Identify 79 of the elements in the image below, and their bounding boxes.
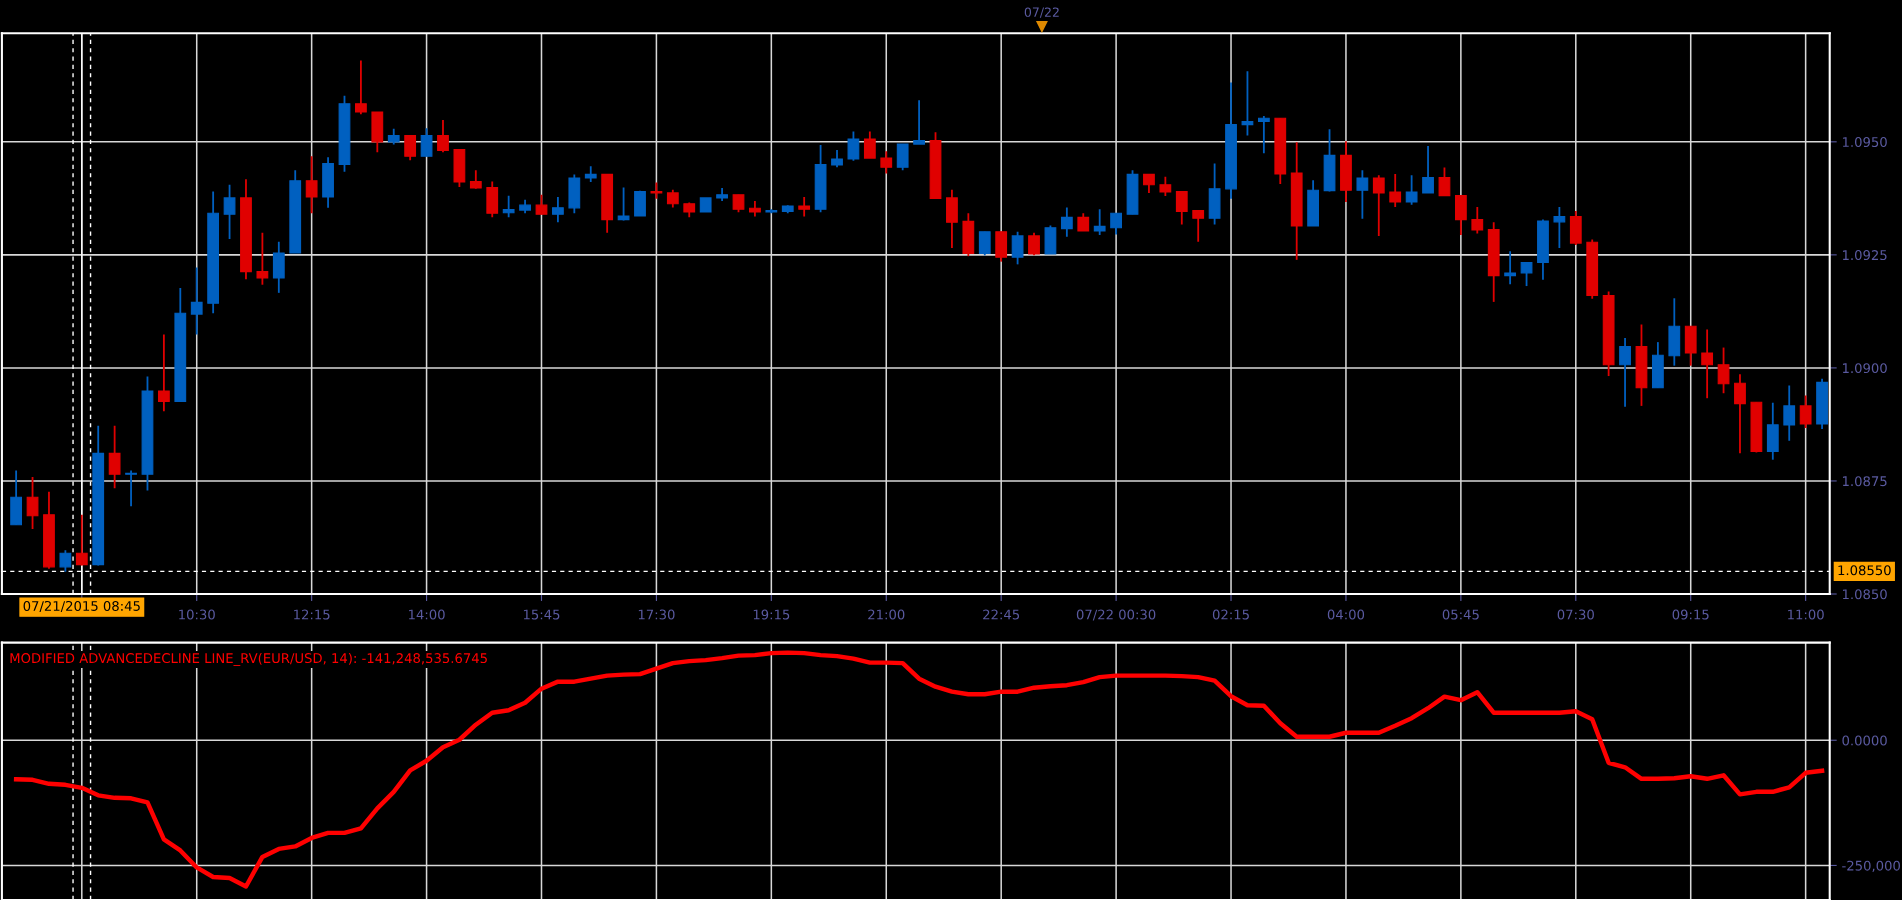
candlestick (223, 183, 236, 240)
candlestick (1783, 384, 1796, 442)
text: MODIFIED ADVANCEDECLINE LINE_RV(EUR/USD, 14): -141,248,535.6745 (10, 652, 487, 667)
x-tick-label: 07:30 (1557, 609, 1594, 620)
candlestick (1799, 394, 1812, 429)
candlestick (978, 230, 991, 257)
x-tick-label: 21:00 (868, 609, 905, 620)
candlestick (1241, 70, 1254, 137)
candlestick (1192, 209, 1205, 243)
candlestick (913, 99, 925, 145)
candlestick (26, 475, 39, 530)
candlestick (1520, 261, 1533, 287)
candlestick (1405, 174, 1418, 206)
y-tick-label: 1.0950 (1842, 137, 1887, 148)
candlestick (1110, 212, 1122, 236)
candlestick (1011, 230, 1024, 266)
ref-line-label: 07/21/2015 08:45 (23, 600, 140, 612)
candlestick (1356, 169, 1369, 220)
candlestick (125, 469, 137, 508)
candlestick (108, 424, 121, 490)
candlestick (469, 169, 482, 190)
x-tick-label: 07/22 00:30 (1076, 609, 1156, 621)
x-tick-label: 02:15 (1212, 609, 1249, 620)
candlestick (502, 194, 515, 219)
x-tick-label: 12:15 (294, 609, 330, 620)
candlestick (305, 155, 318, 215)
candlestick (847, 130, 860, 162)
candlestick (1143, 173, 1155, 194)
candlestick (863, 130, 876, 160)
candlestick (355, 59, 367, 116)
x-tick-label: 14:00 (409, 609, 445, 620)
candlestick (1553, 206, 1566, 249)
y-tick-label: 1.0900 (1842, 363, 1887, 374)
candlestick (59, 549, 72, 573)
x-tick-label: 22:45 (983, 609, 1020, 620)
x-tick-label: 11:00 (1788, 609, 1824, 620)
candlestick (1717, 346, 1730, 395)
candlestick (880, 150, 893, 175)
candlestick (1454, 194, 1467, 236)
candlestick (1471, 206, 1484, 235)
x-tick-label: 10:30 (179, 609, 215, 620)
x-tick-label: 15:45 (523, 609, 560, 620)
candlestick (1175, 190, 1188, 226)
candlestick (1438, 166, 1451, 197)
ref-line-label: 1.08550 (1838, 565, 1891, 576)
candlestick (1619, 337, 1631, 408)
candlestick (437, 119, 449, 154)
candlestick (896, 143, 909, 172)
candlestick (75, 513, 88, 567)
y-tick-label: 1.0850 (1842, 589, 1887, 600)
x-tick-label: 05:45 (1442, 609, 1479, 620)
candlestick (190, 266, 203, 336)
candlestick (256, 231, 269, 286)
candlestick (420, 127, 433, 158)
candlestick (617, 186, 630, 222)
candlestick (552, 196, 564, 224)
candlestick (535, 193, 548, 216)
y-tick-label: 0.0000 (1842, 735, 1887, 746)
y-tick-label: 1.0925 (1842, 250, 1887, 261)
candlestick (404, 134, 417, 162)
y-tick-label: -250,000 (1842, 860, 1900, 872)
candlestick (798, 196, 811, 218)
x-tick-label: 04:00 (1327, 609, 1365, 620)
candlestick (1422, 144, 1434, 194)
candlestick (1159, 175, 1172, 197)
candlestick (1701, 328, 1714, 400)
x-tick-label: 17:30 (638, 609, 675, 620)
candlestick (1093, 208, 1106, 236)
candlestick (1389, 173, 1402, 208)
candlestick (1060, 206, 1073, 238)
x-tick-label: 09:15 (1672, 609, 1709, 620)
candlestick (1734, 373, 1746, 455)
x-tick-label: 19:15 (753, 609, 790, 620)
y-tick-label: 1.0875 (1842, 476, 1887, 487)
candlestick (1372, 174, 1385, 237)
candlestick (157, 333, 170, 413)
candlestick (1504, 250, 1517, 286)
text: 07/22 (1024, 7, 1059, 18)
candlestick (1257, 115, 1270, 155)
